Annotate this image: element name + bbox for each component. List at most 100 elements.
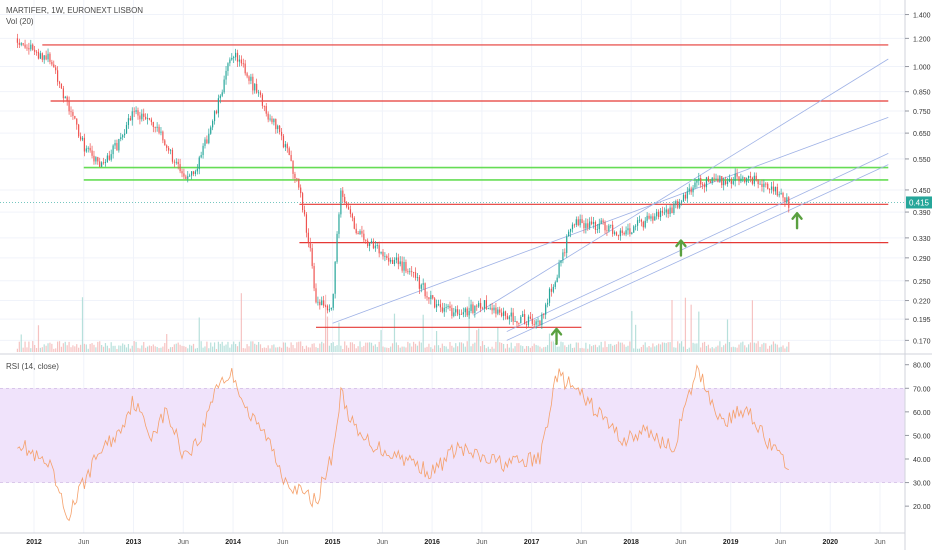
candle-body [740,178,742,182]
candle-body [271,118,273,123]
rsi-band [0,387,905,483]
candle-body [432,295,434,299]
candle-body [449,305,451,308]
up-arrow-icon[interactable] [791,211,803,230]
candle-body [675,201,677,204]
volume-bar [235,343,237,352]
volume-bars [16,293,790,352]
candle-body [89,147,91,151]
volume-bar [225,344,227,352]
volume-bar [493,348,495,352]
candle-body [93,155,95,162]
candle-body [319,301,321,306]
candle-body [780,193,782,195]
candle-body [663,212,665,214]
candle-body [206,139,208,144]
volume-bar [673,347,675,352]
time-axis[interactable]: 2012 Jun 2013 Jun 2014 Jun 2015 Jun 2016 Jun 2017 J… [26,539,886,546]
candle-body [765,183,767,185]
candle-body [535,321,537,325]
candle-body [732,181,734,184]
volume-bar [173,344,175,352]
volume-bar [342,348,344,352]
candle-body [273,119,275,123]
channel-line[interactable] [506,153,889,332]
candle-body [139,115,141,120]
candle-body [338,214,340,234]
candle-body [79,136,82,140]
candle-body [608,225,610,231]
candle-body [231,57,233,60]
volume-bar [650,347,652,352]
volume-bar [751,300,753,352]
volume-bar [32,341,34,352]
volume-bar [257,341,260,352]
candle-body [491,307,493,311]
volume-label[interactable]: Vol (20) [6,17,34,26]
volume-bar [181,345,183,352]
candle-body [652,216,654,221]
channel-line[interactable] [506,164,889,341]
rsi-axis[interactable]: 80.00 70.00 60.00 50.00 40.00 30.00 20.00 [905,363,931,511]
volume-bar [680,341,683,352]
volume-bar [723,345,725,352]
volume-bar [746,347,748,352]
candle-body [187,176,189,179]
candle-body [424,283,426,297]
volume-bar [372,345,375,352]
price-axis[interactable]: 1.400 1.200 1.000 0.850 0.750 0.650 0.550 0.450… [905,13,931,346]
up-arrow-icon[interactable] [675,239,687,257]
candle-body [533,323,535,325]
volume-bar [646,347,648,352]
volume-bar [357,346,359,352]
candle-body [552,286,554,292]
candle-body [378,245,380,254]
volume-bar [615,344,618,352]
candle-body [753,175,755,184]
candle-body [215,111,218,114]
volume-bar [135,341,137,352]
annotation-arrows[interactable] [550,211,803,346]
volume-bar [512,348,514,352]
candle-body [411,271,413,273]
channel-line[interactable] [473,58,889,316]
candle-body [57,70,59,82]
up-arrow-icon[interactable] [550,327,563,346]
candle-body [16,38,19,43]
volume-bar [489,348,491,352]
candle-body [489,307,491,309]
volume-bar [663,342,665,352]
candle-body [106,155,108,162]
candle-body [512,312,514,322]
candle-body [761,183,763,187]
candle-body [252,76,254,91]
rsi-tick-label: 20.00 [913,504,931,511]
candle-body [772,186,775,192]
volume-bar [554,343,556,352]
volume-bar [35,347,38,352]
candle-body [219,95,221,99]
volume-bar [778,347,780,352]
candle-body [405,262,407,272]
candle-body [87,147,89,149]
volume-bar [543,347,545,352]
volume-bar [596,347,598,352]
volume-bar [755,343,757,352]
volume-bar [765,343,767,352]
candle-body [656,211,658,217]
volume-bar [682,346,685,352]
volume-bar [141,345,143,352]
volume-bar [37,325,40,352]
candle-body [587,223,589,228]
candle-body [734,173,736,182]
candle-body [439,304,442,308]
rsi-label[interactable]: RSI (14, close) [6,362,59,371]
candle-body [506,315,509,320]
volume-bar [282,342,285,352]
volume-bar [753,342,755,352]
volume-bar [556,346,558,352]
volume-bar [334,346,336,352]
volume-bar [548,333,551,352]
volume-bar [85,344,87,352]
